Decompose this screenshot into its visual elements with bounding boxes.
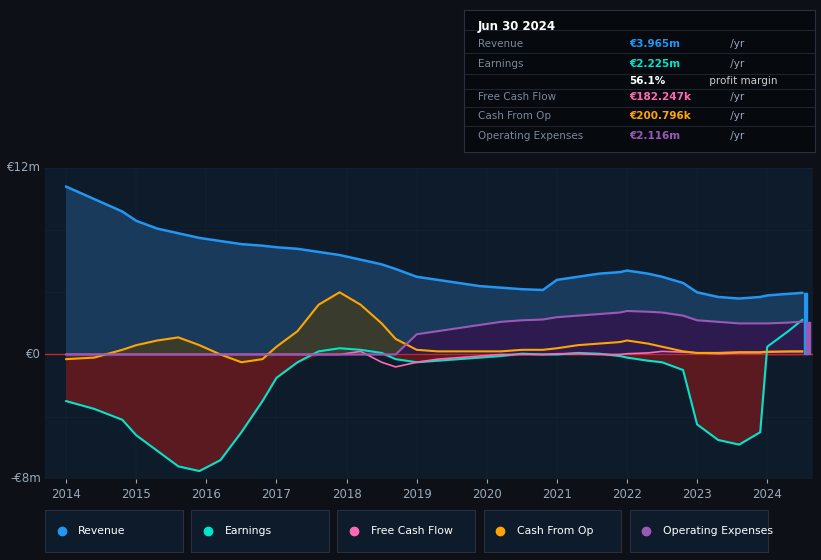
Text: Operating Expenses: Operating Expenses — [478, 131, 583, 141]
Text: /yr: /yr — [727, 59, 745, 69]
Text: Revenue: Revenue — [78, 526, 126, 535]
Text: €0: €0 — [26, 348, 41, 361]
Text: /yr: /yr — [727, 111, 745, 121]
Text: Cash From Op: Cash From Op — [478, 111, 551, 121]
Text: €182.247k: €182.247k — [629, 92, 691, 102]
Text: Earnings: Earnings — [478, 59, 524, 69]
Text: Earnings: Earnings — [224, 526, 272, 535]
Text: /yr: /yr — [727, 131, 745, 141]
Text: €200.796k: €200.796k — [629, 111, 690, 121]
Text: Operating Expenses: Operating Expenses — [663, 526, 773, 535]
Text: Revenue: Revenue — [478, 39, 523, 49]
Text: Jun 30 2024: Jun 30 2024 — [478, 20, 556, 32]
Text: €3.965m: €3.965m — [629, 39, 680, 49]
Text: €12m: €12m — [7, 161, 41, 175]
Text: /yr: /yr — [727, 39, 745, 49]
Text: Free Cash Flow: Free Cash Flow — [478, 92, 556, 102]
Text: /yr: /yr — [727, 92, 745, 102]
Text: profit margin: profit margin — [706, 76, 777, 86]
Text: €2.116m: €2.116m — [629, 131, 680, 141]
Text: Free Cash Flow: Free Cash Flow — [370, 526, 452, 535]
Text: €2.225m: €2.225m — [629, 59, 680, 69]
Text: Cash From Op: Cash From Op — [516, 526, 593, 535]
Text: -€8m: -€8m — [11, 472, 41, 486]
Text: 56.1%: 56.1% — [629, 76, 665, 86]
